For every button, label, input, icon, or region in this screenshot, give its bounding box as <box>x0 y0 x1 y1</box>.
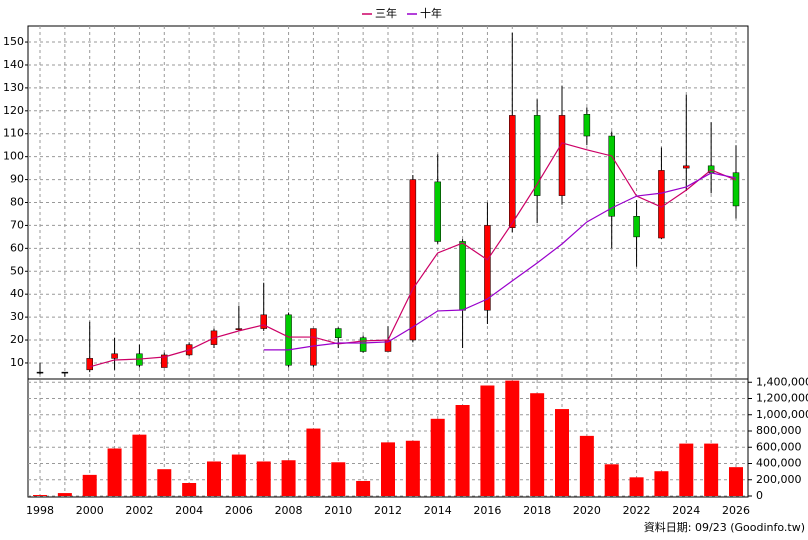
y-tick-label: 80 <box>10 196 24 209</box>
volume-bar <box>107 448 122 496</box>
x-tick-label: 2010 <box>324 504 352 517</box>
volume-bar <box>704 443 719 496</box>
candle-body <box>459 241 466 311</box>
volume-bar <box>405 440 420 496</box>
candle-body <box>633 216 640 238</box>
y-tick-label: 60 <box>10 241 24 254</box>
candle-body <box>533 115 541 196</box>
candle-body <box>235 328 243 330</box>
candle-body <box>86 358 93 371</box>
source-note: 資料日期: 09/23 (Goodinfo.tw) <box>644 520 805 534</box>
volume-bar <box>455 405 470 496</box>
volume-bar <box>629 477 644 496</box>
y-tick-label: 90 <box>10 173 24 186</box>
candle-body <box>484 225 491 311</box>
y2-tick-label: 1,200,000 <box>756 392 808 405</box>
candle-body <box>658 170 665 239</box>
y-tick-label: 40 <box>10 287 24 300</box>
y2-tick-label: 0 <box>756 489 763 502</box>
volume-bar <box>231 454 246 496</box>
candle-body <box>732 172 740 207</box>
candle-body <box>683 165 690 169</box>
y2-tick-label: 1,000,000 <box>756 408 808 421</box>
candle-body <box>285 314 292 366</box>
x-tick-label: 2016 <box>473 504 501 517</box>
y-tick-label: 20 <box>10 333 24 346</box>
y-tick-label: 100 <box>3 150 24 163</box>
legend-label: 十年 <box>420 6 442 20</box>
x-tick-label: 2006 <box>225 504 253 517</box>
y-tick-label: 10 <box>10 356 24 369</box>
x-tick-label: 2018 <box>523 504 551 517</box>
volume-bar <box>82 474 97 496</box>
volume-bar <box>306 428 321 496</box>
volume-bar <box>604 464 619 496</box>
x-tick-label: 2012 <box>374 504 402 517</box>
candle-body <box>61 371 69 374</box>
candle-body <box>509 115 516 228</box>
candle-body <box>111 353 118 359</box>
y-tick-label: 110 <box>3 127 24 140</box>
volume-bar <box>132 434 147 496</box>
y-tick-label: 50 <box>10 264 24 277</box>
volume-bar <box>157 469 172 496</box>
volume-bar <box>729 467 743 496</box>
volume-bar <box>505 380 520 496</box>
y2-tick-label: 600,000 <box>756 440 802 453</box>
y-tick-label: 120 <box>3 104 24 117</box>
x-tick-label: 2000 <box>76 504 104 517</box>
candle-body <box>434 181 441 242</box>
volume-bar <box>430 418 445 496</box>
y-tick-label: 140 <box>3 58 24 71</box>
x-tick-label: 2004 <box>175 504 203 517</box>
volume-bar <box>480 385 495 496</box>
x-tick-label: 2008 <box>275 504 303 517</box>
x-tick-label: 2014 <box>424 504 452 517</box>
volume-bar <box>381 442 395 496</box>
volume-bar <box>654 471 669 496</box>
candle-body <box>558 115 566 196</box>
candle-body <box>608 135 615 217</box>
volume-bar <box>33 495 47 496</box>
x-tick-label: 2026 <box>722 504 750 517</box>
volume-bar <box>579 435 594 496</box>
y2-tick-label: 400,000 <box>756 457 802 470</box>
volume-bar <box>57 493 72 496</box>
x-tick-label: 2020 <box>573 504 601 517</box>
candle-body <box>583 114 591 137</box>
x-tick-label: 1998 <box>26 504 54 517</box>
y2-tick-label: 1,400,000 <box>756 375 808 388</box>
y-tick-label: 150 <box>3 35 24 48</box>
candle-body <box>36 371 44 374</box>
y-tick-label: 30 <box>10 310 24 323</box>
volume-bar <box>356 480 371 496</box>
volume-bar <box>256 461 271 496</box>
candle-body <box>260 314 267 329</box>
volume-bar <box>207 461 221 496</box>
y-tick-label: 130 <box>3 81 24 94</box>
volume-bar <box>281 460 296 496</box>
ma-line <box>89 142 737 368</box>
candle-body <box>359 337 367 352</box>
volume-bar <box>679 443 694 496</box>
candle-body <box>409 179 417 341</box>
y2-tick-label: 200,000 <box>756 473 802 486</box>
volume-bar <box>530 393 545 496</box>
x-tick-label: 2002 <box>125 504 153 517</box>
x-tick-label: 2024 <box>672 504 700 517</box>
candle-body <box>161 354 168 368</box>
x-tick-label: 2022 <box>623 504 651 517</box>
ma-line <box>263 172 737 351</box>
volume-bar <box>182 483 197 496</box>
volume-bar <box>331 462 346 496</box>
legend-label: 三年 <box>375 6 397 20</box>
y2-tick-label: 800,000 <box>756 424 802 437</box>
candle-body <box>335 328 342 338</box>
y-tick-label: 70 <box>10 218 24 231</box>
volume-bar <box>555 409 569 496</box>
